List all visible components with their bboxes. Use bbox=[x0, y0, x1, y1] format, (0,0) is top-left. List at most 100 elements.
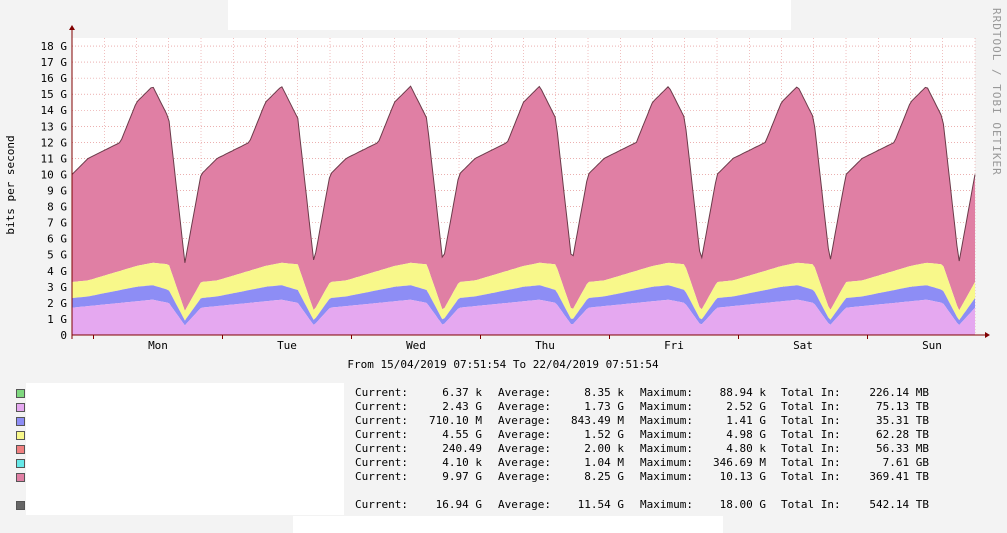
redacted-header bbox=[228, 0, 791, 30]
legend-cell: 4.80 k bbox=[726, 442, 766, 455]
y-tick-label: 7 G bbox=[47, 217, 67, 230]
legend-cell: Current: bbox=[355, 498, 408, 511]
legend-cell: Average: bbox=[498, 470, 551, 483]
legend-cell: Current: bbox=[355, 428, 408, 441]
legend-cell: 8.35 k bbox=[584, 386, 624, 399]
legend-cell: 56.33 MB bbox=[876, 442, 929, 455]
legend-cell: 1.04 M bbox=[584, 456, 624, 469]
legend-cell: Total In: bbox=[781, 470, 841, 483]
y-tick-label: 15 G bbox=[41, 88, 68, 101]
legend-cell: 16.94 G bbox=[435, 498, 482, 511]
legend-row: Current: 4.55 G Average: 1.52 G Maximum: 4.98… bbox=[0, 428, 1007, 442]
legend-cell: Maximum: bbox=[640, 456, 693, 469]
legend-swatch bbox=[16, 403, 25, 412]
legend-cell: 1.52 G bbox=[584, 428, 624, 441]
legend-cell: 10.13 G bbox=[719, 470, 766, 483]
y-tick-label: 6 G bbox=[47, 233, 67, 246]
legend-cell: 2.43 G bbox=[442, 400, 482, 413]
y-tick-label: 2 G bbox=[47, 297, 67, 310]
legend-cell: Total In: bbox=[781, 400, 841, 413]
x-tick-label: Mon bbox=[148, 339, 168, 352]
legend-cell: 4.10 k bbox=[442, 456, 482, 469]
x-tick-label: Fri bbox=[664, 339, 684, 352]
y-tick-label: 4 G bbox=[47, 265, 67, 278]
legend-cell: Maximum: bbox=[640, 470, 693, 483]
legend-cell: 75.13 TB bbox=[876, 400, 929, 413]
legend-row: Current: 6.37 k Average: 8.35 k Maximum: 88.9… bbox=[0, 386, 1007, 400]
legend-cell: Current: bbox=[355, 456, 408, 469]
legend-cell: 88.94 k bbox=[719, 386, 766, 399]
y-tick-label: 3 G bbox=[47, 281, 67, 294]
y-tick-label: 0 bbox=[60, 329, 67, 342]
y-tick-label: 16 G bbox=[41, 72, 68, 85]
x-axis-arrow bbox=[985, 332, 990, 338]
legend-swatch bbox=[16, 445, 25, 454]
legend-cell: Current: bbox=[355, 470, 408, 483]
legend-swatch bbox=[16, 459, 25, 468]
legend-row: Current: 16.94 G Average: 11.54 G Maximum: 18… bbox=[0, 498, 1007, 512]
y-tick-label: 12 G bbox=[41, 136, 68, 149]
y-tick-label: 8 G bbox=[47, 201, 67, 214]
legend-row: Current: 4.10 k Average: 1.04 M Maximum: 346.… bbox=[0, 456, 1007, 470]
x-tick-label: Thu bbox=[535, 339, 555, 352]
legend-cell: 7.61 GB bbox=[882, 456, 929, 469]
legend-cell: 2.00 k bbox=[584, 442, 624, 455]
legend-cell: Average: bbox=[498, 400, 551, 413]
stacked-areas bbox=[71, 85, 976, 335]
series-area-pink bbox=[72, 86, 975, 311]
legend-cell: Maximum: bbox=[640, 442, 693, 455]
x-tick-label: Sun bbox=[922, 339, 942, 352]
legend-cell: Average: bbox=[498, 386, 551, 399]
y-tick-label: 11 G bbox=[41, 152, 68, 165]
legend-cell: Total In: bbox=[781, 414, 841, 427]
y-axis-arrow bbox=[69, 25, 75, 30]
legend-swatch bbox=[16, 501, 25, 510]
legend-cell: 35.31 TB bbox=[876, 414, 929, 427]
legend-cell: Average: bbox=[498, 428, 551, 441]
y-axis-label: bits per second bbox=[4, 135, 17, 234]
legend-cell: 542.14 TB bbox=[869, 498, 929, 511]
legend-swatch bbox=[16, 417, 25, 426]
axes: 0 1 G 2 G 3 G 4 G 5 G 6 G 7 G 8 G 9 G 10 G 11 G 12 G… bbox=[41, 25, 990, 352]
legend-cell: Average: bbox=[498, 456, 551, 469]
x-tick-label: Tue bbox=[277, 339, 297, 352]
legend-cell: Total In: bbox=[781, 498, 841, 511]
legend-cell: 6.37 k bbox=[442, 386, 482, 399]
series-area-violet bbox=[72, 299, 975, 335]
redacted-footer bbox=[293, 516, 723, 533]
legend-cell: Average: bbox=[498, 414, 551, 427]
legend-row: Current: 9.97 G Average: 8.25 G Maximum: 10.1… bbox=[0, 470, 1007, 484]
legend-cell: 4.98 G bbox=[726, 428, 766, 441]
legend-cell: 369.41 TB bbox=[869, 470, 929, 483]
legend-cell: Maximum: bbox=[640, 428, 693, 441]
legend-row: Current: 2.43 G Average: 1.73 G Maximum: 2.52… bbox=[0, 400, 1007, 414]
legend-row: Current: 710.10 M Average: 843.49 M Maximum:… bbox=[0, 414, 1007, 428]
legend-cell: Current: bbox=[355, 414, 408, 427]
legend-cell: Current: bbox=[355, 400, 408, 413]
legend-cell: Total In: bbox=[781, 386, 841, 399]
legend-cell: 226.14 MB bbox=[869, 386, 929, 399]
y-tick-label: 5 G bbox=[47, 249, 67, 262]
legend-cell: 2.52 G bbox=[726, 400, 766, 413]
y-tick-label: 17 G bbox=[41, 56, 68, 69]
legend-cell: 8.25 G bbox=[584, 470, 624, 483]
legend-swatch bbox=[16, 389, 25, 398]
legend-cell: 18.00 G bbox=[719, 498, 766, 511]
x-tick-label: Wed bbox=[406, 339, 426, 352]
legend-cell: 710.10 M bbox=[429, 414, 482, 427]
watermark: RRDTOOL / TOBI OETIKER bbox=[990, 8, 1003, 176]
y-tick-label: 9 G bbox=[47, 185, 67, 198]
legend-cell: 9.97 G bbox=[442, 470, 482, 483]
legend-cell: Average: bbox=[498, 498, 551, 511]
y-tick-label: 13 G bbox=[41, 120, 68, 133]
legend-cell: Total In: bbox=[781, 428, 841, 441]
legend-cell: 11.54 G bbox=[577, 498, 624, 511]
legend-cell: Total In: bbox=[781, 442, 841, 455]
redacted-legend-names bbox=[26, 383, 344, 515]
legend-row: Current: 240.49 Average: 2.00 k Maximum: 4.80… bbox=[0, 442, 1007, 456]
series-area-yellow bbox=[72, 262, 975, 321]
traffic-chart: 0 1 G 2 G 3 G 4 G 5 G 6 G 7 G 8 G 9 G 10 G 11 G 12 G… bbox=[4, 25, 990, 371]
y-tick-label: 18 G bbox=[41, 40, 68, 53]
legend-cell: Average: bbox=[498, 442, 551, 455]
legend-cell: Maximum: bbox=[640, 414, 693, 427]
